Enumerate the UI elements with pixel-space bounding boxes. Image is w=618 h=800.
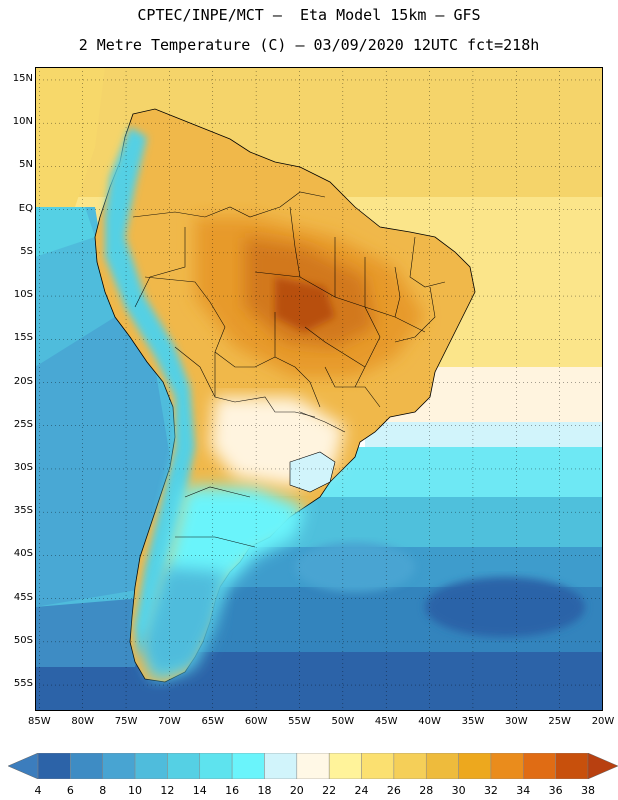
chart-title-line-2: 2 Metre Temperature (C) – 03/09/2020 12U… <box>78 36 540 54</box>
lon-tick-label: 75W <box>114 716 138 727</box>
colorbar-segment <box>134 753 168 779</box>
lon-tick-label: 70W <box>158 716 181 727</box>
colorbar-segment <box>199 753 233 779</box>
colorbar-tick-label: 32 <box>483 784 498 797</box>
atlantic-cool-patch <box>295 542 415 592</box>
patagonia-cool <box>140 567 225 679</box>
lon-tick-label: 85W <box>28 716 51 727</box>
lon-tick-label: 20W <box>591 716 615 727</box>
lat-tick-label: 45S <box>13 591 33 603</box>
pacific-equator-band <box>35 207 95 257</box>
lon-tick-label: 50W <box>331 716 355 727</box>
colorbar-segment <box>393 753 427 779</box>
colorbar-segment <box>328 753 362 779</box>
lat-tick-label: 30S <box>13 461 33 473</box>
lat-tick-label: 40S <box>13 548 33 560</box>
colorbar-tick-label: 4 <box>34 784 42 797</box>
lon-tick-label: 80W <box>71 716 94 727</box>
graticule <box>35 67 603 711</box>
colorbar-segment <box>361 753 395 779</box>
lat-tick-label: 35S <box>13 505 33 517</box>
colorbar-tick-label: 28 <box>419 784 434 797</box>
pacific-cold-south <box>35 597 155 667</box>
pacific-cool-tongue <box>35 317 175 607</box>
colorbar-tick-label: 10 <box>128 784 143 797</box>
colorbar-segment <box>231 753 265 779</box>
pacific-warm-north <box>35 67 105 217</box>
lat-tick-label: 15S <box>13 332 33 344</box>
colorbar-tick-label: 22 <box>322 784 337 797</box>
colorbar-segment <box>102 753 136 779</box>
lon-tick-label: 60W <box>244 716 268 727</box>
political-borders <box>132 191 446 548</box>
hottest-core <box>275 277 335 332</box>
colorbar-tick-label: 38 <box>581 784 595 797</box>
colorbar-tick-label: 24 <box>354 784 369 797</box>
colorbar-tick-label: 34 <box>516 784 531 797</box>
colorbar-segment <box>70 753 103 779</box>
colorbar-tick-label: 16 <box>225 784 240 797</box>
uruguay-cool <box>289 451 336 493</box>
lon-tick-label: 25W <box>548 716 571 727</box>
lon-tick-label: 55W <box>288 716 311 727</box>
colorbar-tick-label: 8 <box>99 784 107 797</box>
lat-tick-label: 5S <box>20 245 33 257</box>
lat-tick-label: 15N <box>12 72 33 84</box>
lat-tick-label: 20S <box>13 375 33 387</box>
colorbar-segment <box>490 753 524 779</box>
colorbar-arrow-high <box>587 753 618 779</box>
colorbar-segment <box>425 753 459 779</box>
colorbar <box>8 753 618 779</box>
andes-cool-strip <box>105 127 195 657</box>
colorbar-segment <box>264 753 298 779</box>
colorbar-tick-label: 6 <box>66 784 74 797</box>
map-border <box>35 67 603 711</box>
colorbar-tick-label: 36 <box>548 784 563 797</box>
colorbar-tick-label: 12 <box>160 784 175 797</box>
colorbar-segment <box>458 753 492 779</box>
lat-tick-label: 10S <box>13 289 33 301</box>
colorbar-arrow-low <box>8 753 39 779</box>
lon-tick-label: 35W <box>461 716 485 727</box>
colorbar-tick-label: 20 <box>289 784 304 797</box>
lat-tick-label: 55S <box>13 678 33 690</box>
atlantic-cold-patch <box>425 577 585 637</box>
map-canvas <box>35 67 603 711</box>
colorbar-segment <box>555 753 589 779</box>
colorbar-segment <box>523 753 556 779</box>
colorbar-tick-label: 14 <box>192 784 207 797</box>
lat-tick-label: EQ <box>18 202 33 214</box>
colorbar-tick-label: 30 <box>451 784 466 797</box>
colorbar-tick-label: 26 <box>386 784 401 797</box>
lon-tick-label: 45W <box>374 716 398 727</box>
temperature-map <box>35 67 603 711</box>
lat-tick-label: 50S <box>13 634 33 646</box>
colorbar-segment <box>37 753 71 779</box>
colorbar-segment <box>296 753 330 779</box>
lat-tick-label: 10N <box>12 116 33 128</box>
colorbar-tick-label: 18 <box>257 784 272 797</box>
lat-tick-label: 5N <box>19 159 33 171</box>
lat-tick-label: 25S <box>13 418 33 430</box>
lon-tick-label: 30W <box>504 716 528 727</box>
lon-tick-label: 65W <box>201 716 225 727</box>
colorbar-segment <box>167 753 201 779</box>
lon-tick-label: 40W <box>418 716 441 727</box>
chart-title-line-1: CPTEC/INPE/MCT – Eta Model 15km – GFS <box>137 6 481 24</box>
